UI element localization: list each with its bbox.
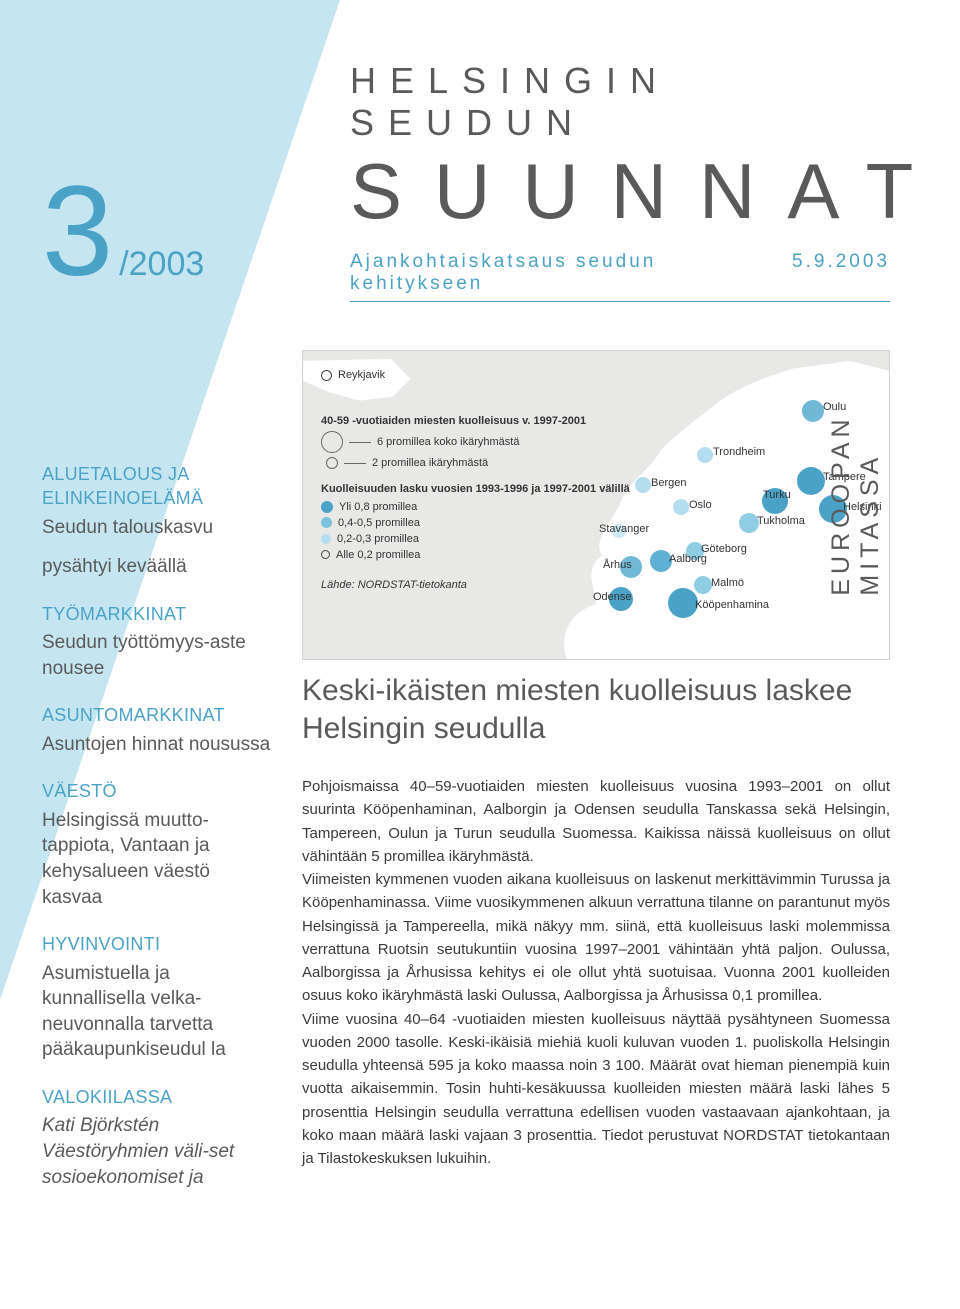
city-label: Trondheim [713,446,765,458]
legend-row-b: 2 promillea ikäryhmästä [372,457,488,469]
city-marker [694,576,712,594]
article-paragraph: Viimeisten kymmenen vuoden aikana kuolle… [302,868,890,1008]
city-label: Kööpenhamina [695,599,769,611]
sidebar-section-body: pysähtyi keväällä [42,554,274,580]
article-title: Keski-ikäisten miesten kuolleisuus laske… [302,672,890,747]
legend-item-label: 0,4-0,5 promillea [338,517,420,529]
city-marker [697,447,713,463]
city-marker [797,467,825,495]
subtitle-date: 5.9.2003 [792,251,890,273]
sidebar-section-head: VALOKIILASSA [42,1085,274,1109]
city-label: Odense [593,591,632,603]
legend-reykjavik: Reykjavik [338,369,385,381]
sidebar: ALUETALOUS JA ELINKEINOELÄMÄ Seudun talou… [42,342,274,1190]
city-marker [635,477,651,493]
sidebar-section-body: Asumistuella ja kunnallisella velka-neuv… [42,961,274,1064]
publication-title-1: HELSINGIN SEUDUN [350,60,890,144]
article-paragraph: Viime vuosina 40–64 -vuotiaiden miesten … [302,1008,890,1171]
issue-number: 3 /2003 [42,168,204,296]
city-label: Oulu [823,401,846,413]
map-legend: Reykjavik 40-59 -vuotiaiden miesten kuol… [321,365,630,591]
city-marker [668,588,698,618]
legend-item: Alle 0,2 promillea [321,549,630,561]
legend-item-label: Yli 0,8 promillea [339,501,417,513]
legend-item-label: Alle 0,2 promillea [336,549,420,561]
legend-dot-icon [321,550,330,559]
legend-leader-a [349,442,371,443]
legend-dot-icon [321,517,332,528]
sidebar-section-body: Asuntojen hinnat nousussa [42,732,274,758]
legend-circle-big [321,431,343,453]
article-body: Pohjoismaissa 40–59-vuotiaiden miesten k… [302,775,890,1170]
sidebar-section-body: Seudun talouskasvu [42,515,274,541]
legend-item: 0,4-0,5 promillea [321,517,630,529]
header-rule [350,301,890,302]
city-label: Turku [763,489,791,501]
city-label: Tukholma [757,515,805,527]
city-label: Göteborg [701,543,747,555]
publication-title-2: SUUNNAT [350,146,890,237]
issue-big: 3 [42,168,113,296]
city-label: Malmö [711,577,744,589]
legend-title: 40-59 -vuotiaiden miesten kuolleisuus v.… [321,415,630,427]
reykjavik-marker [321,370,332,381]
sidebar-section-body: Kati Björkstén Väestöryhmien väli-set so… [42,1113,274,1190]
city-label: Oslo [689,499,712,511]
city-marker [802,400,824,422]
legend-circle-small [326,457,338,469]
article-paragraph: Pohjoismaissa 40–59-vuotiaiden miesten k… [302,775,890,868]
sidebar-section-head: HYVINVOINTI [42,932,274,956]
city-marker [739,513,759,533]
city-label: Aalborg [669,553,707,565]
legend-dot-icon [321,501,333,513]
main-column: EUROOPAN MITASSA Reykjavik 40-59 -vuotia… [302,342,890,1190]
legend-dot-icon [321,534,331,544]
sidebar-section-head: ALUETALOUS JA ELINKEINOELÄMÄ [42,462,274,511]
issue-small: /2003 [119,245,204,284]
legend-item-label: 0,2-0,3 promillea [337,533,419,545]
legend-source: Lähde: NORDSTAT-tietokanta [321,579,630,591]
sidebar-section-head: TYÖMARKKINAT [42,602,274,626]
city-label: Bergen [651,477,686,489]
legend-item: Yli 0,8 promillea [321,501,630,513]
map-infographic: EUROOPAN MITASSA Reykjavik 40-59 -vuotia… [302,350,890,660]
subtitle: Ajankohtaiskatsaus seudun kehitykseen [350,251,774,295]
city-label: Stavanger [599,523,649,535]
sidebar-section-head: VÄESTÖ [42,779,274,803]
sidebar-section-body: Seudun työttömyys-aste nousee [42,630,274,681]
city-marker [673,499,689,515]
legend-subhead: Kuolleisuuden lasku vuosien 1993-1996 ja… [321,483,630,497]
sidebar-section-body: Helsingissä muutto-tappiota, Vantaan ja … [42,808,274,911]
legend-leader-b [344,463,366,464]
map-side-label: EUROOPAN MITASSA [827,414,885,595]
city-label: Århus [603,559,632,571]
legend-item: 0,2-0,3 promillea [321,533,630,545]
sidebar-section-head: ASUNTOMARKKINAT [42,703,274,727]
legend-row-a: 6 promillea koko ikäryhmästä [377,436,519,448]
